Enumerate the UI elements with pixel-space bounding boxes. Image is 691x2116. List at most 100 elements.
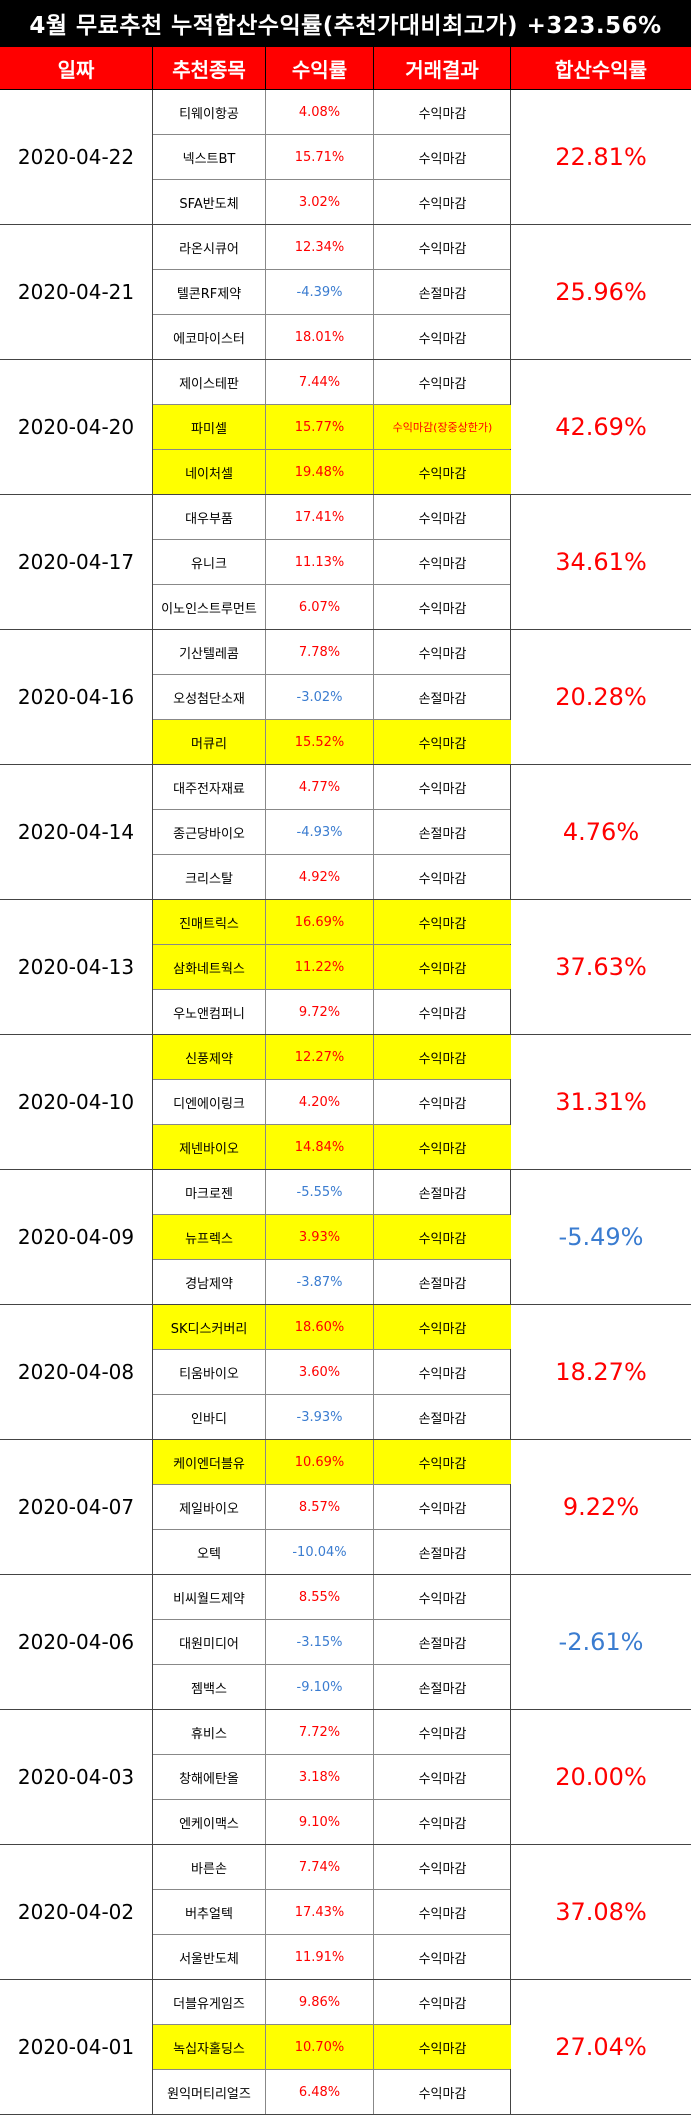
table-row: 대우부품 17.41% 수익마감: [153, 495, 510, 540]
result-cell: 수익마감: [418, 106, 467, 122]
table-row: 젬백스 -9.10% 손절마감: [153, 1665, 510, 1709]
group-rows: 대우부품 17.41% 수익마감 유니크 11.13% 수익마감 이노인스트루먼트 6.07%…: [153, 495, 511, 629]
result-cell: 수익마감: [418, 1501, 467, 1517]
stock-name-cell: 비씨월드제약: [153, 1575, 266, 1619]
return-cell: 11.91%: [266, 1935, 374, 1979]
date-group: 2020-04-13 진매트릭스 16.69% 수익마감 삼화네트웍스 11.22% 수익마…: [0, 900, 691, 1035]
return-cell: 6.07%: [266, 585, 374, 629]
result-cell: 수익마감: [374, 1125, 511, 1169]
return-cell: 15.77%: [266, 405, 374, 449]
return-cell: 10.70%: [266, 2025, 374, 2069]
stock-name-cell: 라온시큐어: [153, 225, 266, 269]
stock-name-cell: 넥스트BT: [153, 135, 266, 179]
result-cell: 손절마감: [418, 1411, 467, 1427]
table-row: 우노앤컴퍼니 9.72% 수익마감: [153, 990, 510, 1034]
stock-name-cell: 원익머티리얼즈: [153, 2070, 266, 2114]
stock-name-cell: 케이엔더블유: [153, 1440, 266, 1484]
result-cell: 손절마감: [418, 826, 467, 842]
table-row: 버추얼텍 17.43% 수익마감: [153, 1890, 510, 1935]
stock-name-cell: 녹십자홀딩스: [153, 2025, 266, 2069]
return-cell: 11.13%: [266, 540, 374, 584]
return-cell: 7.72%: [266, 1710, 374, 1754]
stock-name-cell: 창해에탄올: [153, 1755, 266, 1799]
table-row: 이노인스트루먼트 6.07% 수익마감: [153, 585, 510, 629]
result-cell: 수익마감: [418, 1006, 467, 1022]
table-row: 뉴프렉스 3.93% 수익마감: [153, 1215, 511, 1260]
result-cell: 수익마감: [418, 1861, 467, 1877]
group-rows: 바른손 7.74% 수익마감 버추얼텍 17.43% 수익마감 서울반도체 11.91% 수익마…: [153, 1845, 511, 1979]
date-group: 2020-04-20 제이스테판 7.44% 수익마감 파미셀 15.77% 수익마감(장중…: [0, 360, 691, 495]
group-date: 2020-04-13: [0, 900, 153, 1034]
result-cell: 수익마감: [374, 1305, 511, 1349]
group-total-return: -5.49%: [558, 1223, 644, 1251]
stock-name-cell: 버추얼텍: [153, 1890, 266, 1934]
date-group: 2020-04-07 케이엔더블유 10.69% 수익마감 제일바이오 8.57% 수익마감…: [0, 1440, 691, 1575]
stock-name-cell: 에코마이스터: [153, 315, 266, 359]
return-cell: 9.10%: [266, 1800, 374, 1844]
group-date: 2020-04-14: [0, 765, 153, 899]
table-row: 제일바이오 8.57% 수익마감: [153, 1485, 510, 1530]
date-group: 2020-04-16 기산텔레콤 7.78% 수익마감 오성첨단소재 -3.02% 손절마감…: [0, 630, 691, 765]
table-row: 바른손 7.74% 수익마감: [153, 1845, 510, 1890]
table-row: 인바디 -3.93% 손절마감: [153, 1395, 510, 1439]
stock-name-cell: 대주전자재료: [153, 765, 266, 809]
result-cell: 수익마감(장중상한가): [374, 405, 511, 449]
table-row: 오성첨단소재 -3.02% 손절마감: [153, 675, 510, 720]
group-date: 2020-04-01: [0, 1980, 153, 2114]
table-row: 휴비스 7.72% 수익마감: [153, 1710, 510, 1755]
table-row: 진매트릭스 16.69% 수익마감: [153, 900, 511, 945]
stock-name-cell: 네이처셀: [153, 450, 266, 494]
stock-name-cell: SK디스커버리: [153, 1305, 266, 1349]
return-cell: 9.72%: [266, 990, 374, 1034]
return-cell: -4.39%: [266, 270, 374, 314]
group-date: 2020-04-08: [0, 1305, 153, 1439]
return-cell: 12.27%: [266, 1035, 374, 1079]
table-row: SFA반도체 3.02% 수익마감: [153, 180, 510, 224]
result-cell: 수익마감: [374, 450, 511, 494]
date-group: 2020-04-21 라온시큐어 12.34% 수익마감 텔콘RF제약 -4.39% 손절마…: [0, 225, 691, 360]
group-rows: 비씨월드제약 8.55% 수익마감 대원미디어 -3.15% 손절마감 젬백스 -9.10% 손…: [153, 1575, 511, 1709]
stock-name-cell: 마크로젠: [153, 1170, 266, 1214]
header-total: 합산수익률: [555, 57, 647, 82]
stock-name-cell: 오텍: [153, 1530, 266, 1574]
group-total-return: 25.96%: [555, 278, 647, 306]
result-cell: 손절마감: [418, 1186, 467, 1202]
table-row: 제넨바이오 14.84% 수익마감: [153, 1125, 511, 1169]
group-date: 2020-04-21: [0, 225, 153, 359]
group-date: 2020-04-10: [0, 1035, 153, 1169]
group-total-return: 42.69%: [555, 413, 647, 441]
header-result: 거래결과: [374, 47, 511, 89]
table-row: 티웨이항공 4.08% 수익마감: [153, 90, 510, 135]
stock-name-cell: 대원미디어: [153, 1620, 266, 1664]
result-cell: 수익마감: [418, 331, 467, 347]
return-cell: 4.92%: [266, 855, 374, 899]
group-rows: 휴비스 7.72% 수익마감 창해에탄올 3.18% 수익마감 엔케이맥스 9.10% 수익마감: [153, 1710, 511, 1844]
return-cell: -3.87%: [266, 1260, 374, 1304]
stock-name-cell: 텔콘RF제약: [153, 270, 266, 314]
table-row: 삼화네트웍스 11.22% 수익마감: [153, 945, 511, 990]
table-body: 2020-04-22 티웨이항공 4.08% 수익마감 넥스트BT 15.71% 수익마감 S…: [0, 90, 691, 2115]
return-cell: 4.20%: [266, 1080, 374, 1124]
return-cell: 3.60%: [266, 1350, 374, 1394]
group-rows: 기산텔레콤 7.78% 수익마감 오성첨단소재 -3.02% 손절마감 머큐리 15.52% 수…: [153, 630, 511, 764]
stock-name-cell: 이노인스트루먼트: [153, 585, 266, 629]
header-return: 수익률: [266, 47, 374, 89]
return-cell: 16.69%: [266, 900, 374, 944]
group-rows: 대주전자재료 4.77% 수익마감 종근당바이오 -4.93% 손절마감 크리스탈 4.92%…: [153, 765, 511, 899]
table-row: 대주전자재료 4.77% 수익마감: [153, 765, 510, 810]
result-cell: 손절마감: [418, 1636, 467, 1652]
table-row: 티움바이오 3.60% 수익마감: [153, 1350, 510, 1395]
group-rows: SK디스커버리 18.60% 수익마감 티움바이오 3.60% 수익마감 인바디 -3.93%…: [153, 1305, 511, 1439]
group-rows: 신풍제약 12.27% 수익마감 디엔에이링크 4.20% 수익마감 제넨바이오 14.84%…: [153, 1035, 511, 1169]
stock-name-cell: 더블유게임즈: [153, 1980, 266, 2024]
table-header: 일짜 추천종목 수익률 거래결과 합산수익률: [0, 46, 691, 90]
table-row: 원익머티리얼즈 6.48% 수익마감: [153, 2070, 510, 2114]
return-cell: 15.52%: [266, 720, 374, 764]
result-cell: 수익마감: [418, 781, 467, 797]
return-cell: 17.43%: [266, 1890, 374, 1934]
result-cell: 수익마감: [418, 376, 467, 392]
group-date: 2020-04-03: [0, 1710, 153, 1844]
return-cell: -10.04%: [266, 1530, 374, 1574]
return-cell: -3.02%: [266, 675, 374, 719]
table-row: 더블유게임즈 9.86% 수익마감: [153, 1980, 510, 2025]
